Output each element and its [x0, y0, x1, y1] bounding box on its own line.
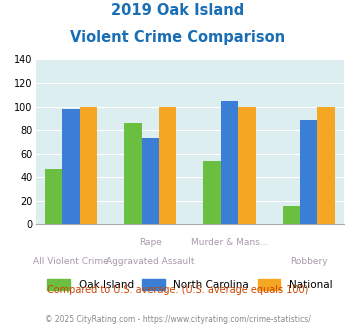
Bar [142, 138, 159, 224]
Text: All Violent Crime: All Violent Crime [33, 257, 109, 266]
Text: Violent Crime Comparison: Violent Crime Comparison [70, 30, 285, 45]
Bar [124, 123, 142, 224]
Bar [300, 119, 317, 224]
Text: Rape: Rape [139, 238, 162, 247]
Bar [159, 107, 176, 224]
Bar [238, 107, 256, 224]
Bar [283, 206, 300, 224]
Text: 2019 Oak Island: 2019 Oak Island [111, 3, 244, 18]
Bar [62, 109, 80, 224]
Bar [80, 107, 97, 224]
Text: Robbery: Robbery [290, 257, 328, 266]
Text: © 2025 CityRating.com - https://www.cityrating.com/crime-statistics/: © 2025 CityRating.com - https://www.city… [45, 315, 310, 324]
Text: Aggravated Assault: Aggravated Assault [106, 257, 195, 266]
Text: Murder & Mans...: Murder & Mans... [191, 238, 268, 247]
Legend: Oak Island, North Carolina, National: Oak Island, North Carolina, National [48, 279, 332, 290]
Text: Compared to U.S. average. (U.S. average equals 100): Compared to U.S. average. (U.S. average … [47, 285, 308, 295]
Bar [203, 161, 221, 224]
Bar [45, 169, 62, 224]
Bar [221, 101, 238, 224]
Bar [317, 107, 335, 224]
